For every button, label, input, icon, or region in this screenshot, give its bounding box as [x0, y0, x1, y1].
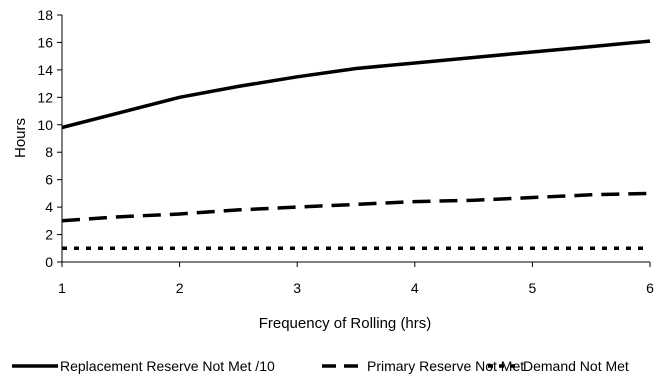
y-axis-ticks: 0 2 4 6 8 10 12 14 16 18 — [37, 7, 62, 270]
series-lines — [61, 39, 651, 251]
y-tick-label: 0 — [45, 254, 53, 270]
series-line-primary-reserve-not-met — [61, 191, 651, 223]
x-axis-title: Frequency of Rolling (hrs) — [259, 315, 432, 332]
x-tick-label: 4 — [411, 280, 419, 296]
y-tick-label: 4 — [45, 199, 53, 215]
y-axis-title: Hours — [12, 118, 29, 158]
y-tick-label: 2 — [45, 227, 53, 243]
legend-label-primary-reserve-not-met: Primary Reserve Not Met — [367, 358, 524, 374]
x-tick-label: 5 — [529, 280, 537, 296]
legend-label-demand-not-met: Demand Not Met — [523, 358, 629, 374]
x-tick-label: 3 — [293, 280, 301, 296]
x-axis-ticks: 1 2 3 4 5 6 — [58, 262, 654, 296]
x-tick-label: 6 — [646, 280, 654, 296]
x-tick-label: 1 — [58, 280, 66, 296]
legend: Replacement Reserve Not Met /10 Primary R… — [12, 358, 629, 374]
y-tick-label: 6 — [45, 172, 53, 188]
series-line-replacement-reserve-not-met-10 — [61, 39, 651, 130]
y-tick-label: 10 — [37, 117, 53, 133]
y-tick-label: 12 — [37, 89, 53, 105]
y-tick-label: 18 — [37, 7, 53, 23]
y-tick-label: 14 — [37, 62, 53, 78]
y-tick-label: 8 — [45, 144, 53, 160]
y-tick-label: 16 — [37, 34, 53, 50]
legend-label-replacement-reserve-not-met-10: Replacement Reserve Not Met /10 — [60, 358, 275, 374]
x-tick-label: 2 — [176, 280, 184, 296]
